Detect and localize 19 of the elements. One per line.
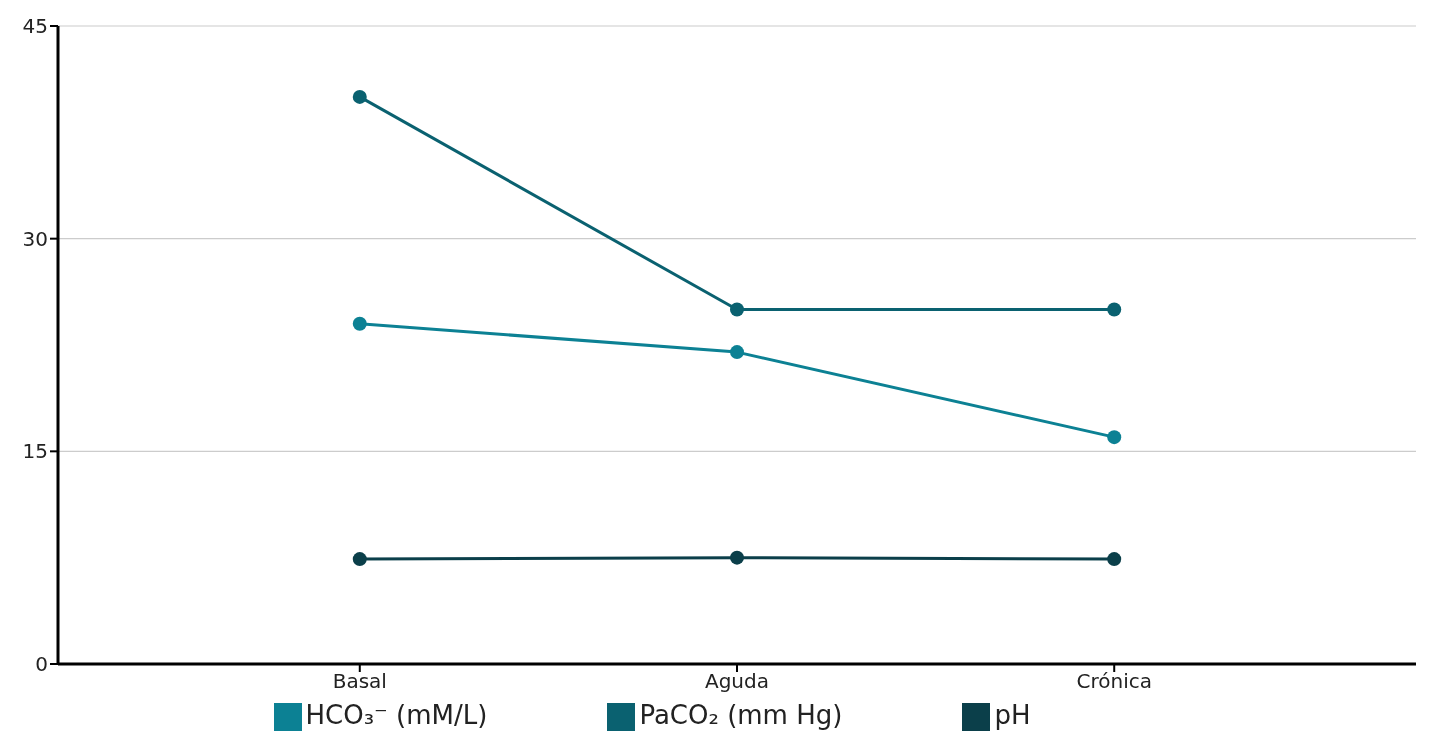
y-tick-label: 15 (22, 439, 48, 464)
point (1107, 302, 1122, 317)
point (352, 89, 367, 104)
point (1107, 552, 1122, 567)
y-tick-label: 45 (22, 14, 48, 39)
x-tick-label: Crónica (1076, 669, 1152, 694)
legend-label: HCO₃⁻ (mM/L) (305, 700, 488, 730)
y-tick-label: 30 (22, 226, 48, 251)
point (1107, 430, 1122, 445)
point (352, 316, 367, 331)
point (730, 550, 744, 565)
legend-label: pH (994, 700, 1031, 730)
point (352, 552, 367, 567)
point (730, 345, 744, 360)
x-tick-label: Basal (332, 669, 387, 694)
point (730, 302, 744, 317)
y-tick-label: 0 (35, 652, 48, 677)
x-tick-label: Aguda (704, 669, 770, 694)
legend-label: PaCO₂ (mm Hg) (639, 700, 843, 730)
